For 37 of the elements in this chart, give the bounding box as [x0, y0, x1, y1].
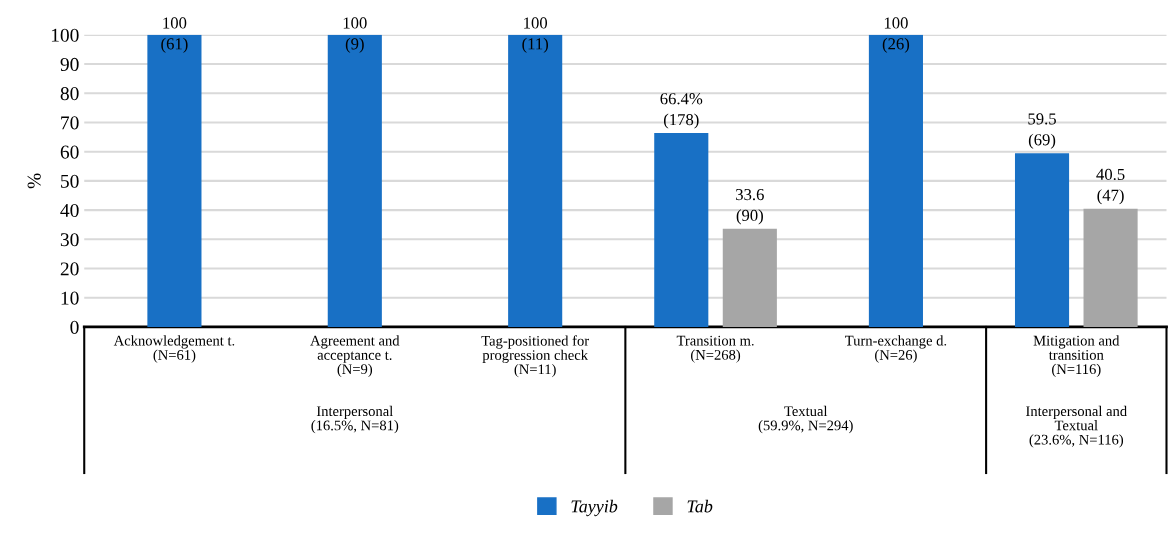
- data-label: 40.5 (47): [1096, 168, 1125, 205]
- bar: [868, 34, 923, 327]
- bar: [147, 34, 202, 327]
- y-axis-title: %: [27, 173, 41, 189]
- y-tick-label: 30: [60, 233, 79, 247]
- data-label: 100 (26): [882, 17, 910, 53]
- y-tick-label: 100: [51, 28, 79, 42]
- y-tick-label: 20: [60, 262, 79, 276]
- bar: [1083, 208, 1138, 327]
- x-tick-label: Transition m. (N=268): [676, 335, 754, 363]
- y-tick-label: 90: [60, 57, 79, 71]
- x-tick-label: Agreement and acceptance t. (N=9): [310, 335, 400, 378]
- text: Textual (59.9%, N=294): [758, 405, 853, 434]
- legend-label: Tab: [687, 499, 713, 513]
- x-tick-label: Mitigation and transition (N=116): [1033, 335, 1120, 378]
- legend-label: Tayyib: [571, 499, 618, 517]
- y-tick-label: 70: [61, 116, 79, 130]
- text: Interpersonal (16.5%, N=81): [311, 405, 399, 434]
- y-tick-label: 60: [60, 145, 79, 159]
- data-label: 66.4% (178): [660, 93, 703, 129]
- y-tick-label: 40: [60, 203, 79, 218]
- bar: [722, 228, 777, 327]
- y-tick-label: 10: [61, 291, 79, 305]
- data-label: 100 (61): [161, 17, 188, 53]
- y-tick-label: 50: [61, 174, 79, 188]
- data-label: 100 (11): [522, 17, 549, 53]
- x-tick-label: Tag-positioned for progression check (N=11): [481, 335, 590, 378]
- y-tick-label: 80: [60, 87, 79, 101]
- x-tick-label: Turn-exchange d. (N=26): [845, 335, 947, 363]
- data-label: 100 (9): [343, 17, 367, 53]
- y-tick-label: 0: [70, 320, 79, 334]
- x-tick-label: Acknowledgement t. (N=61): [113, 335, 235, 363]
- text: Interpersonal and Textual (23.6%, N=116): [1026, 405, 1127, 448]
- data-label: 59.5 (69): [1028, 113, 1056, 149]
- bar: [508, 34, 563, 327]
- data-label: 33.6 (90): [736, 188, 764, 225]
- bar: [327, 34, 382, 327]
